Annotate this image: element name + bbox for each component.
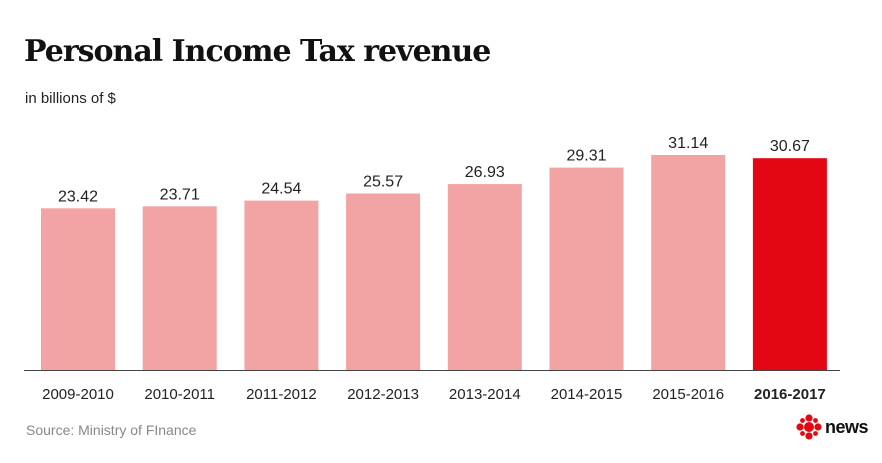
bar-2015-2016 (651, 155, 726, 370)
data-label: 23.71 (160, 186, 200, 203)
bar-2014-2015 (549, 167, 624, 370)
bar-2011-2012 (244, 200, 319, 370)
data-label: 31.14 (668, 135, 708, 152)
bar-2010-2011 (142, 206, 217, 370)
bar-2012-2013 (346, 193, 421, 370)
x-tick-label: 2010-2011 (144, 386, 215, 403)
cbc-news-logo: news (796, 414, 869, 440)
x-tick-label: 2014-2015 (551, 386, 623, 403)
data-label: 30.67 (770, 138, 810, 155)
source-note: Source: Ministry of FInance (26, 422, 197, 438)
logo-text: news (825, 416, 869, 437)
data-label: 26.93 (465, 164, 505, 181)
x-tick-label: 2011-2012 (246, 386, 317, 403)
bar-2013-2014 (447, 184, 522, 370)
x-tick-label: 2016-2017 (754, 386, 826, 403)
chart-subtitle: in billions of $ (25, 90, 116, 107)
x-tick-label: 2013-2014 (449, 386, 521, 403)
cbc-gem-icon (796, 414, 822, 440)
x-tick-label: 2012-2013 (347, 386, 419, 403)
data-label: 25.57 (363, 174, 403, 191)
bar-2016-2017 (752, 158, 827, 370)
data-label: 23.42 (58, 188, 98, 205)
data-label: 24.54 (261, 181, 301, 198)
bar-2009-2010 (41, 208, 115, 370)
x-tick-label: 2015-2016 (652, 386, 724, 403)
x-tick-label: 2009-2010 (42, 386, 114, 403)
data-label: 29.31 (566, 148, 606, 165)
chart-title: Personal Income Tax revenue (24, 34, 491, 69)
